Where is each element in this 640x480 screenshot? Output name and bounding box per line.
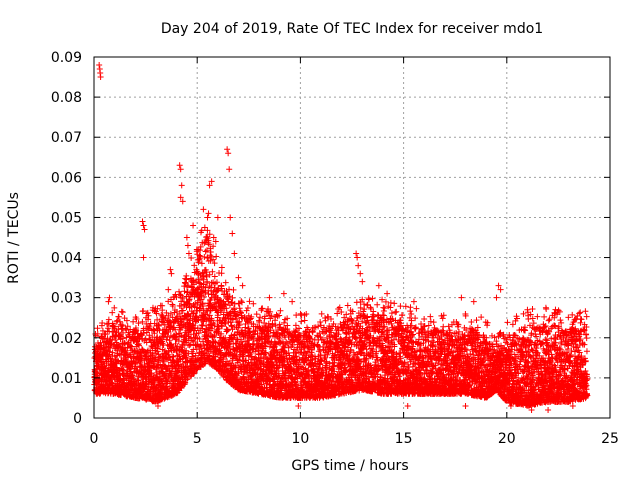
data-point xyxy=(118,308,125,315)
data-point xyxy=(126,342,133,349)
data-point xyxy=(136,342,143,349)
data-point xyxy=(105,316,112,323)
data-point xyxy=(119,322,126,329)
data-point xyxy=(134,341,141,348)
data-point xyxy=(111,304,118,311)
data-point xyxy=(114,317,121,324)
data-point xyxy=(117,376,124,383)
data-point xyxy=(137,355,144,362)
data-point xyxy=(124,323,131,330)
data-point xyxy=(134,376,141,383)
data-point xyxy=(139,318,146,325)
data-point xyxy=(123,317,130,324)
data-point xyxy=(119,335,126,342)
data-point xyxy=(149,355,156,362)
data-point xyxy=(115,313,122,320)
data-point xyxy=(94,370,101,377)
data-point xyxy=(99,319,106,326)
data-point xyxy=(129,372,136,379)
data-point xyxy=(130,318,137,325)
data-point xyxy=(130,375,137,382)
data-point xyxy=(116,343,123,350)
data-points xyxy=(91,62,591,413)
data-point xyxy=(120,329,127,336)
data-point xyxy=(145,312,152,319)
data-point xyxy=(143,329,150,336)
data-point xyxy=(117,365,124,372)
data-point xyxy=(145,326,152,333)
data-point xyxy=(145,316,152,323)
data-point xyxy=(113,329,120,336)
data-point xyxy=(142,335,149,342)
data-point xyxy=(94,362,101,369)
data-point xyxy=(119,309,126,316)
data-point xyxy=(108,341,115,348)
data-point xyxy=(104,321,111,328)
data-point xyxy=(94,325,101,332)
data-point xyxy=(121,339,128,346)
data-point xyxy=(109,349,116,356)
data-point xyxy=(109,309,116,316)
data-point xyxy=(94,330,101,337)
data-point xyxy=(106,348,113,355)
data-point xyxy=(140,330,147,337)
data-point xyxy=(146,323,153,330)
data-point xyxy=(122,347,129,354)
data-point xyxy=(135,320,142,327)
data-point xyxy=(140,348,147,355)
data-point xyxy=(99,335,106,342)
data-point xyxy=(140,308,147,315)
data-point xyxy=(133,315,140,322)
data-point xyxy=(135,377,142,384)
data-point xyxy=(127,368,134,375)
data-point xyxy=(112,323,119,330)
data-point xyxy=(144,309,151,316)
data-point xyxy=(97,339,104,346)
data-point xyxy=(150,326,157,333)
data-point xyxy=(118,326,125,333)
